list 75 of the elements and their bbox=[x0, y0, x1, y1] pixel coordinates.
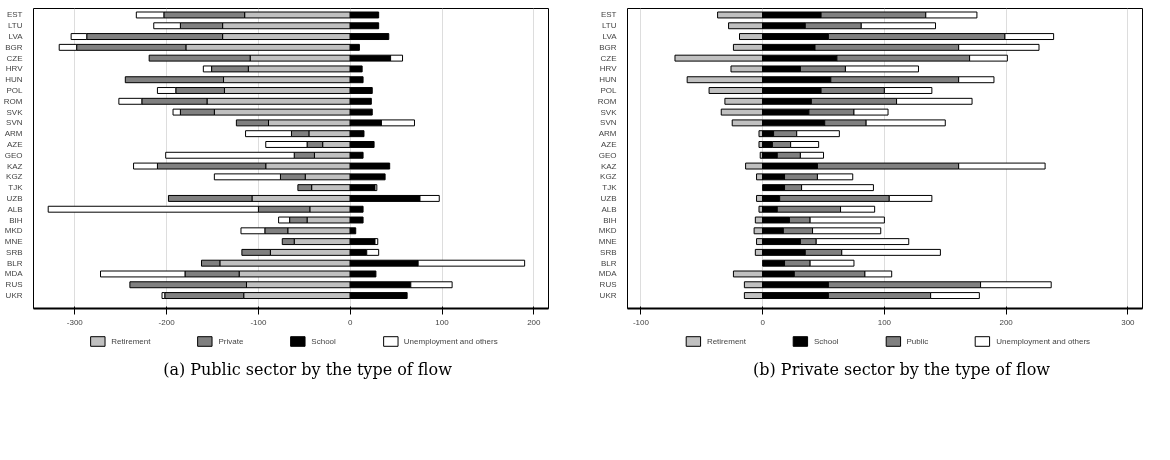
y-tick-label: UKR bbox=[5, 291, 23, 301]
y-tick-label: RUS bbox=[599, 280, 617, 290]
legend-label: Unemployment and others bbox=[403, 335, 498, 347]
y-tick-label: GEO bbox=[4, 150, 23, 160]
y-tick-label: SVK bbox=[6, 107, 24, 117]
y-tick-label: LTU bbox=[601, 21, 617, 31]
y-tick-label: MKD bbox=[4, 226, 23, 236]
x-tick-label: -100 bbox=[250, 317, 267, 327]
y-tick-label: MNE bbox=[4, 237, 23, 247]
y-tick-label: AZE bbox=[600, 139, 617, 149]
y-tick-label: ROM bbox=[597, 96, 617, 106]
y-tick-label: RUS bbox=[5, 280, 23, 290]
y-tick-label: LVA bbox=[8, 32, 24, 42]
y-tick-label: TJK bbox=[602, 183, 618, 193]
x-tick-label: 200 bbox=[999, 317, 1014, 327]
x-tick-label: 100 bbox=[435, 317, 450, 327]
y-tick-label: ARM bbox=[4, 129, 23, 139]
y-tick-label: BLR bbox=[600, 258, 617, 268]
x-tick-label: 300 bbox=[1121, 317, 1136, 327]
y-tick-label: SRB bbox=[600, 247, 617, 257]
x-tick-label: 0 bbox=[760, 317, 766, 327]
y-tick-label: LVA bbox=[602, 32, 618, 42]
legend-label: Retirement bbox=[706, 335, 747, 347]
y-tick-label: BGR bbox=[599, 42, 617, 52]
x-tick-label: -300 bbox=[66, 317, 84, 327]
y-tick-label: KAZ bbox=[6, 161, 23, 171]
y-tick-label: UKR bbox=[599, 291, 617, 301]
y-tick-label: CZE bbox=[600, 53, 617, 63]
y-tick-label: KAZ bbox=[600, 161, 617, 171]
x-tick-label: -100 bbox=[632, 317, 650, 327]
x-tick-label: 0 bbox=[347, 317, 353, 327]
y-tick-label: HUN bbox=[5, 75, 23, 85]
y-tick-label: UZB bbox=[600, 193, 617, 203]
y-tick-label: KGZ bbox=[600, 172, 617, 182]
y-tick-label: ALB bbox=[7, 204, 23, 214]
y-tick-label: EST bbox=[600, 10, 617, 20]
y-tick-label: TJK bbox=[8, 183, 24, 193]
y-tick-label: SVN bbox=[600, 118, 617, 128]
y-tick-label: ARM bbox=[598, 129, 617, 139]
legend-label: Private bbox=[218, 335, 244, 347]
y-tick-label: BIH bbox=[9, 215, 23, 225]
x-tick-label: 200 bbox=[527, 317, 542, 327]
y-tick-label: POL bbox=[600, 86, 618, 96]
legend-label: School bbox=[311, 335, 336, 347]
y-tick-label: HRV bbox=[5, 64, 24, 74]
y-tick-label: MDA bbox=[598, 269, 618, 279]
y-tick-label: MKD bbox=[598, 226, 617, 236]
x-tick-label: -200 bbox=[158, 317, 176, 327]
y-tick-label: SVK bbox=[600, 107, 618, 117]
y-tick-label: EST bbox=[6, 10, 23, 20]
y-tick-label: AZE bbox=[6, 139, 23, 149]
y-tick-label: BGR bbox=[5, 42, 23, 52]
y-tick-label: BLR bbox=[6, 258, 23, 268]
y-tick-label: HRV bbox=[599, 64, 618, 74]
legend-label: Unemployment and others bbox=[996, 335, 1091, 347]
y-tick-label: SRB bbox=[6, 247, 23, 257]
x-tick-label: 100 bbox=[877, 317, 892, 327]
legend-label: Retirement bbox=[111, 335, 151, 347]
legend-label: School bbox=[814, 335, 839, 347]
y-tick-label: LTU bbox=[7, 21, 23, 31]
y-tick-label: GEO bbox=[598, 150, 617, 160]
y-tick-label: MDA bbox=[4, 269, 24, 279]
y-tick-label: POL bbox=[6, 86, 24, 96]
y-tick-label: KGZ bbox=[6, 172, 23, 182]
y-tick-label: SVN bbox=[6, 118, 23, 128]
y-tick-label: HUN bbox=[599, 75, 617, 85]
y-tick-label: BIH bbox=[603, 215, 617, 225]
text: (b) Private sector by the type of flow bbox=[753, 359, 1050, 381]
y-tick-label: UZB bbox=[6, 193, 23, 203]
y-tick-label: MNE bbox=[598, 237, 617, 247]
text: (a) Public sector by the type of flow bbox=[163, 359, 452, 381]
y-tick-label: CZE bbox=[6, 53, 23, 63]
legend-label: Public bbox=[906, 335, 929, 347]
y-tick-label: ROM bbox=[3, 96, 23, 106]
y-tick-label: ALB bbox=[601, 204, 617, 214]
